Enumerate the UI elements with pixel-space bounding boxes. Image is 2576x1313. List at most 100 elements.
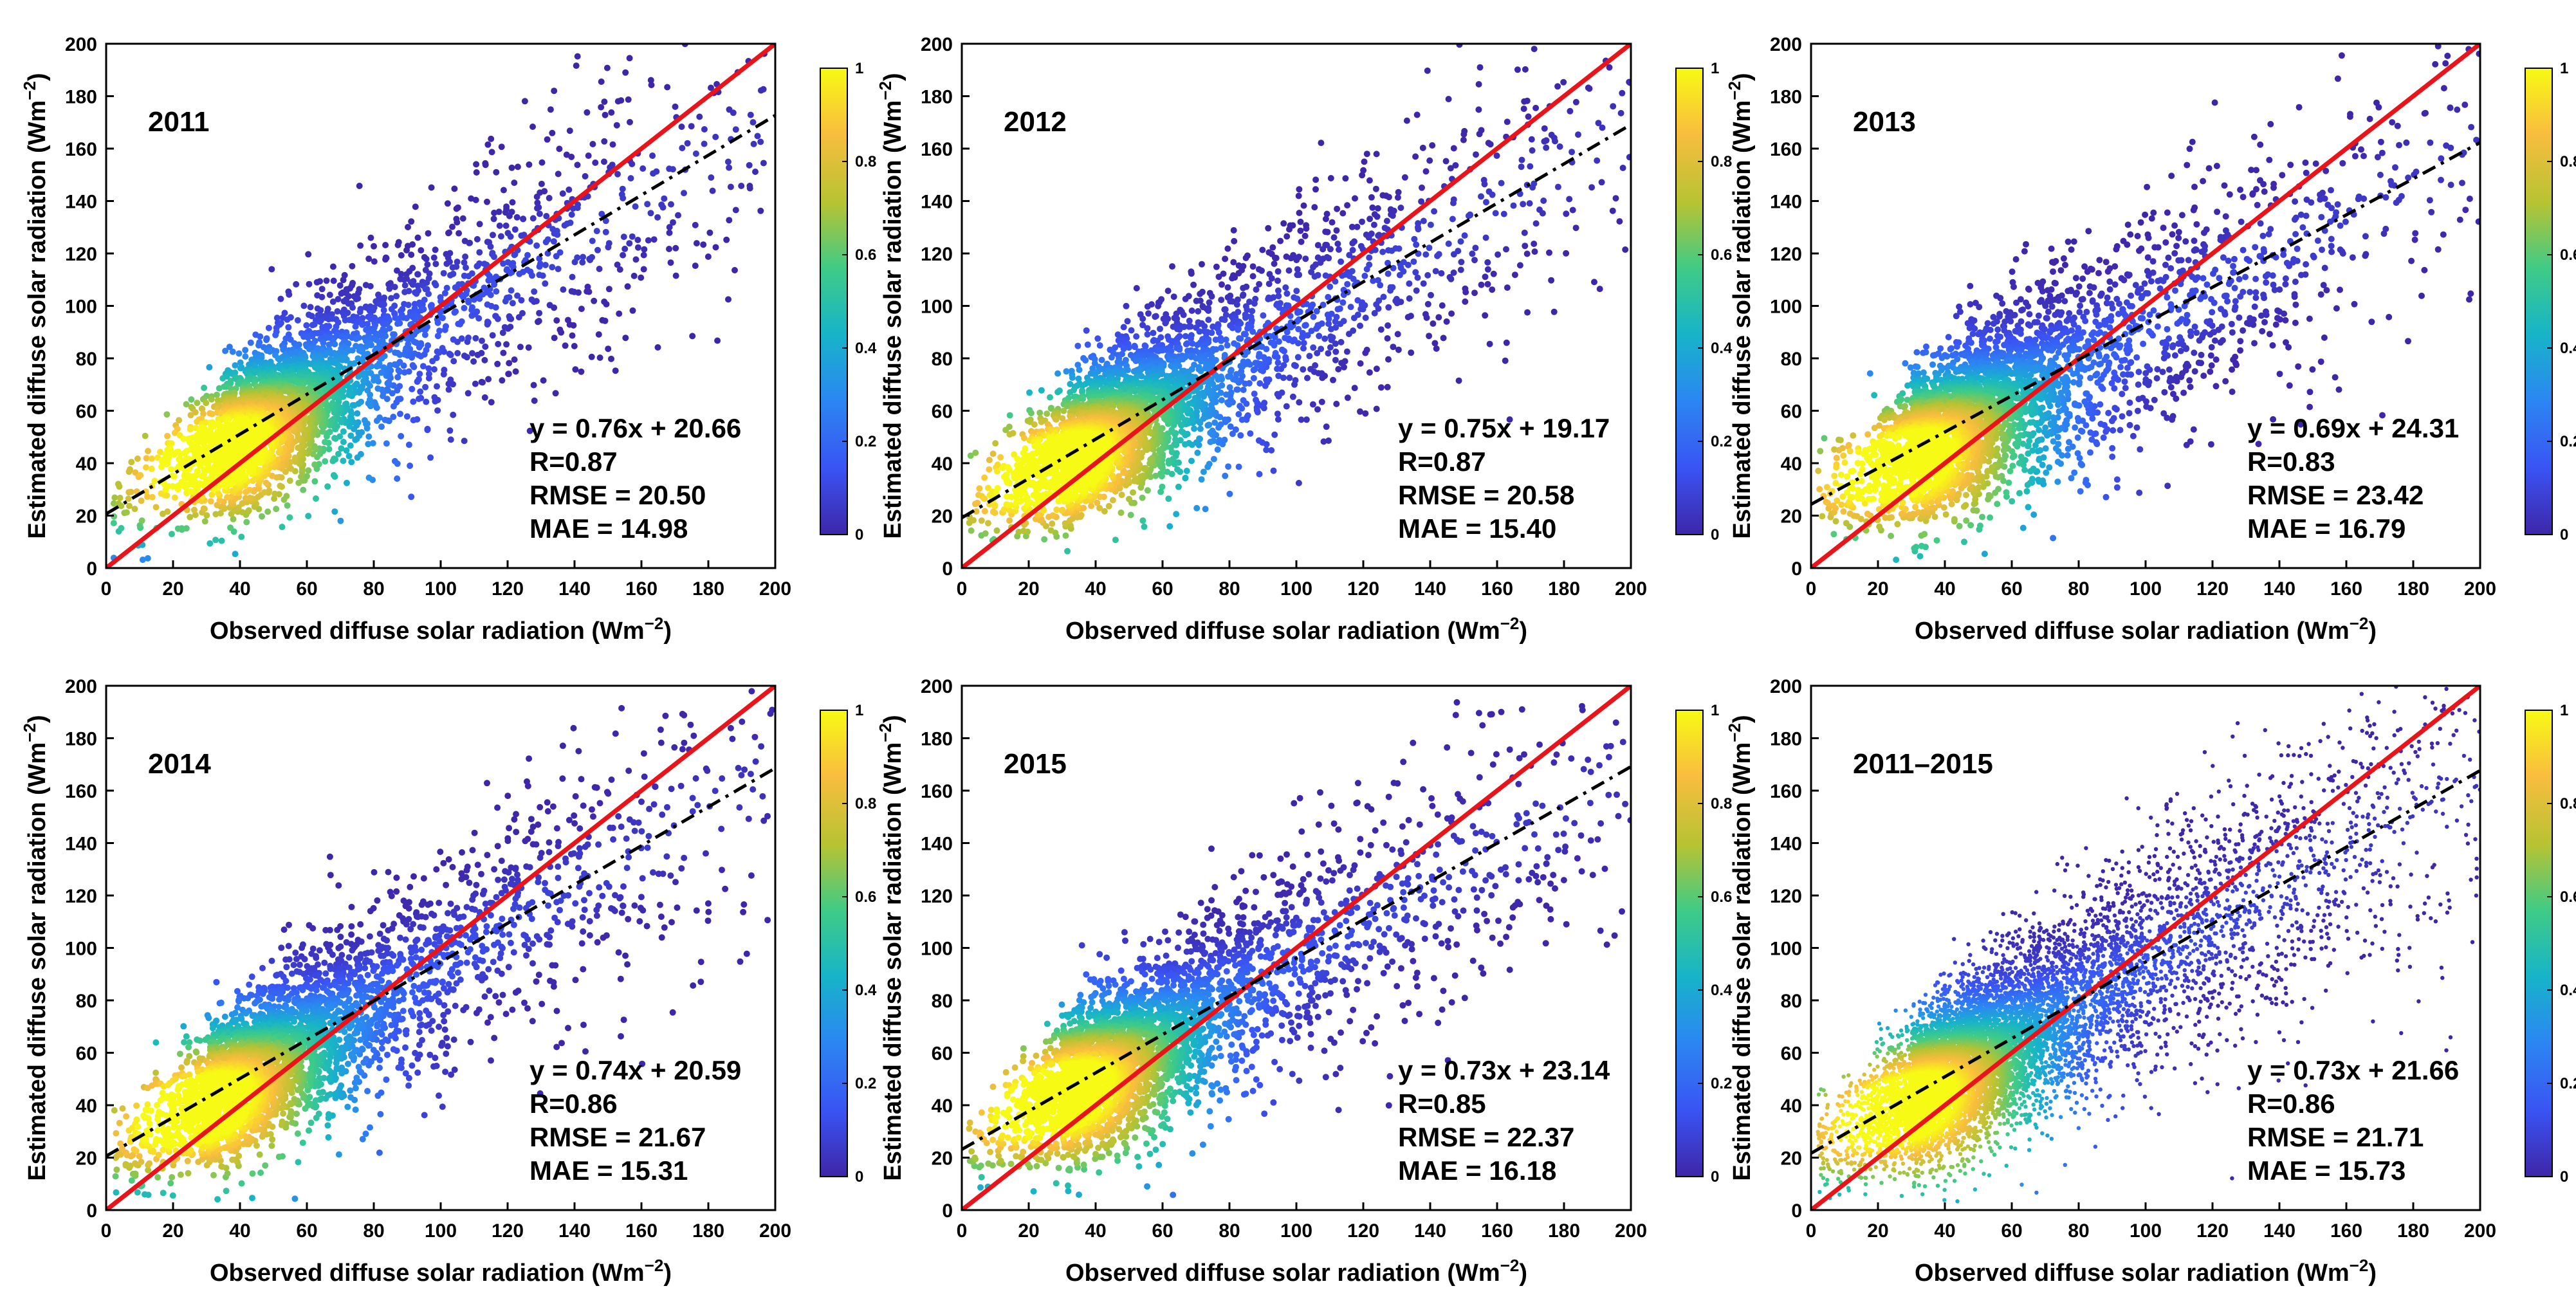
scatter-point [490,216,497,223]
scatter-point [161,481,169,488]
scatter-point [175,448,182,455]
scatter-point [277,482,284,490]
scatter-point [151,477,158,484]
mae-value: MAE = 14.98 [529,513,688,544]
scatter-point [491,209,498,216]
scatter-point [1385,322,1392,329]
scatter-point [454,350,461,356]
scatter-point [1473,151,1479,158]
scatter-point [222,347,229,354]
scatter-point [517,344,524,351]
scatter-point [419,363,427,370]
scatter-point [1520,201,1527,208]
scatter-point [1269,244,1276,251]
scatter-point [1314,406,1321,413]
scatter-point [1591,279,1597,286]
scatter-point [1413,287,1420,294]
scatter-point [188,396,195,403]
scatter-point [1495,251,1502,258]
scatter-point [1200,468,1207,475]
scatter-point [481,394,488,401]
scatter-point [279,524,286,531]
scatter-point [187,412,194,419]
scatter-point [538,180,545,187]
scatter-point [1150,329,1157,336]
scatter-point [1323,423,1330,430]
scatter-point [1082,357,1089,364]
scatter-point [544,250,551,257]
scatter-point [1220,270,1227,277]
scatter-point [1222,311,1229,318]
scatter-point [1285,267,1293,274]
scatter-point [263,336,270,344]
scatter-point [1139,322,1146,329]
scatter-point [618,97,625,104]
scatter-point [410,351,417,358]
scatter-point [1450,145,1457,152]
scatter-point [1322,216,1329,223]
scatter-point [572,366,579,373]
scatter-point [214,421,221,428]
scatter-point [1205,308,1212,314]
scatter-point [1260,312,1267,319]
scatter-point [183,484,190,491]
scatter-point [414,378,421,385]
scatter-point [1182,295,1189,302]
scatter-point [561,222,568,229]
fit-line [106,114,775,515]
scatter-point [164,508,171,515]
scatter-point [1413,241,1420,248]
y-tick-label: 160 [65,139,97,160]
scatter-point [536,309,543,317]
scatter-point [369,440,376,446]
scatter-points [110,44,768,564]
scatter-point [599,317,606,324]
scatter-point [474,308,481,315]
scatter-point [1225,373,1231,380]
scatter-point [1310,264,1316,271]
scatter-point [1194,449,1201,456]
scatter-point [1205,317,1212,324]
scatter-point [277,295,284,302]
scatter-point [731,267,738,273]
scatter-point [243,519,250,526]
scatter-point [354,454,361,461]
scatter-point [198,457,205,464]
scatter-point [354,410,361,417]
scatter-point [162,451,169,458]
scatter-point [1363,151,1370,158]
scatter-point [405,302,412,308]
scatter-point [349,262,356,270]
scatter-point [1327,283,1334,290]
scatter-point [434,348,441,355]
scatter-point [730,109,737,116]
scatter-point [1244,306,1251,313]
scatter-point [1233,301,1240,308]
scatter-point [409,241,416,248]
scatter-point [1626,154,1631,161]
scatter-point [666,224,673,231]
x-tick-label: 160 [625,578,658,600]
scatter-point [1323,241,1330,248]
scatter-point [1475,81,1482,87]
scatter-point [598,104,605,111]
y-tick-label: 60 [76,401,97,423]
scatter-point [374,385,382,392]
scatter-point [393,293,400,300]
scatter-point [323,277,330,284]
scatter-point [1482,312,1489,319]
scatter-point [525,344,532,351]
scatter-point [1563,250,1570,257]
scatter-point [1084,341,1091,348]
scatter-point [1297,227,1304,234]
scatter-point [413,290,420,297]
scatter-point [445,230,452,237]
y-tick-label: 0 [86,558,97,580]
scatter-point [1357,408,1363,415]
scatter-point [232,362,239,369]
scatter-point [562,342,569,349]
x-tick-label: 200 [759,578,791,600]
scatter-point [582,173,589,179]
scatter-point [459,215,466,222]
scatter-point [1373,405,1380,412]
